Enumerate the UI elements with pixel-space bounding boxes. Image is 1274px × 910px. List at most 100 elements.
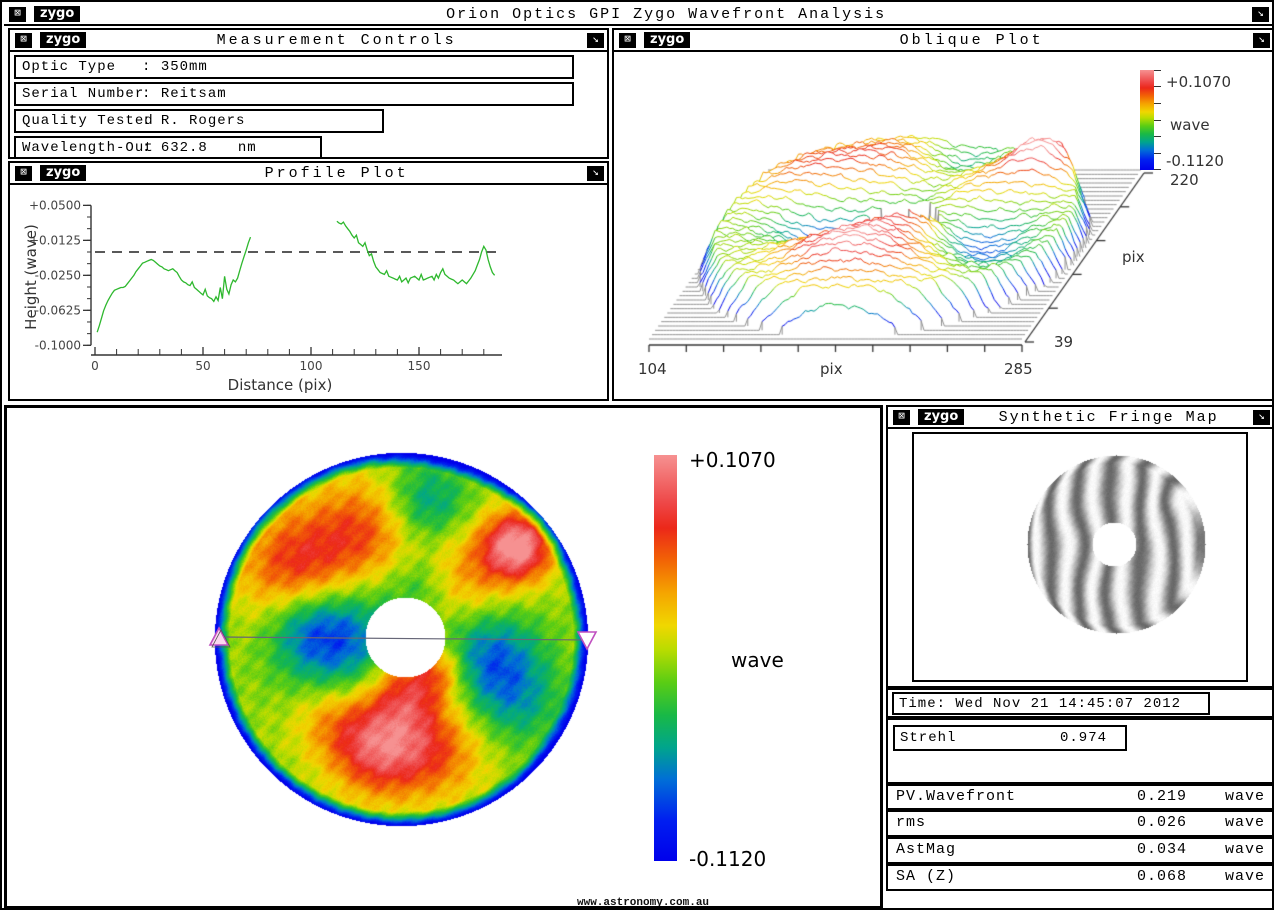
astmag-window: AstMag 0.034 wave (886, 837, 1272, 864)
svg-text:50: 50 (195, 359, 210, 373)
app-title-bar: ⊠ zygo Orion Optics GPI Zygo Wavefront A… (4, 4, 1272, 26)
rms-window: rms 0.026 wave (886, 810, 1272, 837)
zygo-logo: zygo (644, 32, 691, 48)
wavefront-map-window: +0.1070 wave -0.1120 www.astronomy.com.a… (4, 405, 883, 909)
wavefront-slice-overlay (208, 626, 598, 651)
stat-label: PV.Wavefront (896, 788, 1017, 805)
svg-text:-0.1000: -0.1000 (35, 338, 81, 352)
pin-arrow-icon[interactable]: ↘ (587, 165, 604, 181)
field-value: 632.8 (160, 140, 208, 156)
zygo-logo: zygo (918, 409, 965, 425)
app-title: Orion Optics GPI Zygo Wavefront Analysis (446, 5, 887, 23)
svg-text:Distance (pix): Distance (pix) (228, 376, 333, 394)
zygo-logo: zygo (40, 165, 87, 181)
watermark: www.astronomy.com.au (577, 897, 710, 909)
wavefront-map-canvas (7, 408, 880, 906)
strehl-label: Strehl (900, 730, 957, 746)
oblique-x-axis-max: 285 (1004, 360, 1033, 378)
pin-arrow-icon[interactable]: ↘ (1253, 409, 1270, 425)
time-window: Time: Wed Nov 21 14:45:07 2012 (886, 688, 1272, 718)
pin-arrow-icon[interactable]: ↘ (1253, 32, 1270, 48)
field-value: Reitsam (160, 86, 227, 102)
pv-wavefront-window: PV.Wavefront 0.219 wave (886, 784, 1272, 810)
oblique-colorbar-unit: wave (1170, 116, 1210, 134)
close-icon[interactable]: ⊠ (619, 32, 636, 48)
oblique-plot-titlebar: ⊠ zygo Oblique Plot ↘ (614, 30, 1272, 52)
svg-text:+0.0500: +0.0500 (29, 198, 81, 212)
field-label: Wavelength-Out (22, 140, 154, 156)
stat-unit: wave (1224, 868, 1265, 885)
oblique-colorbar (1140, 70, 1154, 170)
svg-text:-0.0625: -0.0625 (35, 303, 81, 317)
stat-unit: wave (1224, 841, 1265, 858)
quality-tested-field[interactable]: Quality Tested: R. Rogers (14, 109, 384, 133)
close-icon[interactable]: ⊠ (15, 32, 32, 48)
oblique-x-axis-min: 104 (638, 360, 667, 378)
svg-text:150: 150 (408, 359, 431, 373)
fringe-map-titlebar: ⊠ zygo Synthetic Fringe Map ↘ (888, 407, 1272, 429)
oblique-depth-axis-min: 39 (1054, 333, 1074, 351)
oblique-colorbar-max: +0.1070 (1166, 73, 1232, 91)
map-colorbar-max: +0.1070 (689, 448, 776, 472)
measurement-controls-titlebar: ⊠ zygo Measurement Controls ↘ (10, 30, 607, 52)
field-value: 350mm (160, 59, 208, 75)
slice-line[interactable] (218, 636, 588, 641)
pin-arrow-icon[interactable]: ↘ (1252, 6, 1269, 22)
oblique-depth-axis-label: pix (1122, 248, 1145, 266)
optic-type-field[interactable]: Optic Type: 350mm (14, 55, 574, 79)
stat-row: SA (Z) 0.068 wave (888, 866, 1272, 889)
stat-value: 0.034 (1136, 841, 1187, 858)
close-icon[interactable]: ⊠ (893, 409, 910, 425)
close-icon[interactable]: ⊠ (9, 6, 26, 22)
zygo-logo: zygo (34, 6, 81, 22)
zygo-logo: zygo (40, 32, 87, 48)
stat-unit: wave (1224, 814, 1265, 831)
oblique-x-axis-label: pix (820, 360, 843, 378)
fringe-map-window: ⊠ zygo Synthetic Fringe Map ↘ (886, 405, 1272, 688)
stat-value: 0.026 (1136, 814, 1187, 831)
field-unit: nm (237, 140, 257, 156)
svg-text:-0.0250: -0.0250 (35, 268, 81, 282)
field-label: Optic Type (22, 59, 117, 75)
window-title: Measurement Controls (216, 31, 457, 49)
pin-arrow-icon[interactable]: ↘ (587, 32, 604, 48)
stat-label: AstMag (896, 841, 957, 858)
slice-handle-right[interactable] (576, 631, 598, 651)
map-colorbar-unit: wave (731, 648, 784, 672)
window-title: Oblique Plot (899, 31, 1044, 49)
close-icon[interactable]: ⊠ (15, 165, 32, 181)
svg-text:100: 100 (300, 359, 323, 373)
map-colorbar (654, 455, 677, 861)
field-value: R. Rogers (160, 113, 246, 129)
fringe-map-frame (912, 432, 1248, 682)
profile-plot-chart: +0.0500 +0.0125 -0.0250 -0.0625 -0.1000 0 50 10… (22, 198, 502, 394)
map-colorbar-min: -0.1120 (689, 847, 767, 871)
oblique-plot-window: ⊠ zygo Oblique Plot ↘ +0.1070 wave -0.11… (612, 28, 1272, 401)
measurement-controls-window: ⊠ zygo Measurement Controls ↘ Optic Type… (8, 28, 609, 159)
stat-unit: wave (1224, 788, 1265, 805)
sa-z-window: SA (Z) 0.068 wave (886, 864, 1272, 891)
oblique-colorbar-min: -0.1120 (1166, 152, 1224, 170)
oblique-depth-axis-max: 220 (1170, 171, 1199, 189)
wavelength-out-field[interactable]: Wavelength-Out: 632.8 nm (14, 136, 322, 157)
serial-number-field[interactable]: Serial Number: Reitsam (14, 82, 574, 106)
fringe-map-canvas (914, 434, 1246, 680)
strehl-window: Strehl 0.974 (886, 718, 1272, 784)
svg-text:0: 0 (91, 359, 99, 373)
field-label: Serial Number (22, 86, 145, 102)
oblique-plot-canvas (616, 54, 1272, 399)
stat-value: 0.219 (1136, 788, 1187, 805)
profile-plot-titlebar: ⊠ zygo Profile Plot ↘ (10, 163, 607, 185)
svg-text:Height (wave): Height (wave) (22, 224, 40, 330)
strehl-box: Strehl 0.974 (893, 725, 1127, 751)
svg-text:+0.0125: +0.0125 (29, 233, 81, 247)
stat-row: rms 0.026 wave (888, 812, 1272, 835)
time-box: Time: Wed Nov 21 14:45:07 2012 (892, 692, 1210, 715)
stat-row: AstMag 0.034 wave (888, 839, 1272, 862)
stat-label: SA (Z) (896, 868, 957, 885)
window-title: Profile Plot (264, 164, 409, 182)
stat-value: 0.068 (1136, 868, 1187, 885)
stat-label: rms (896, 814, 927, 831)
slice-handle-left[interactable] (208, 626, 230, 646)
